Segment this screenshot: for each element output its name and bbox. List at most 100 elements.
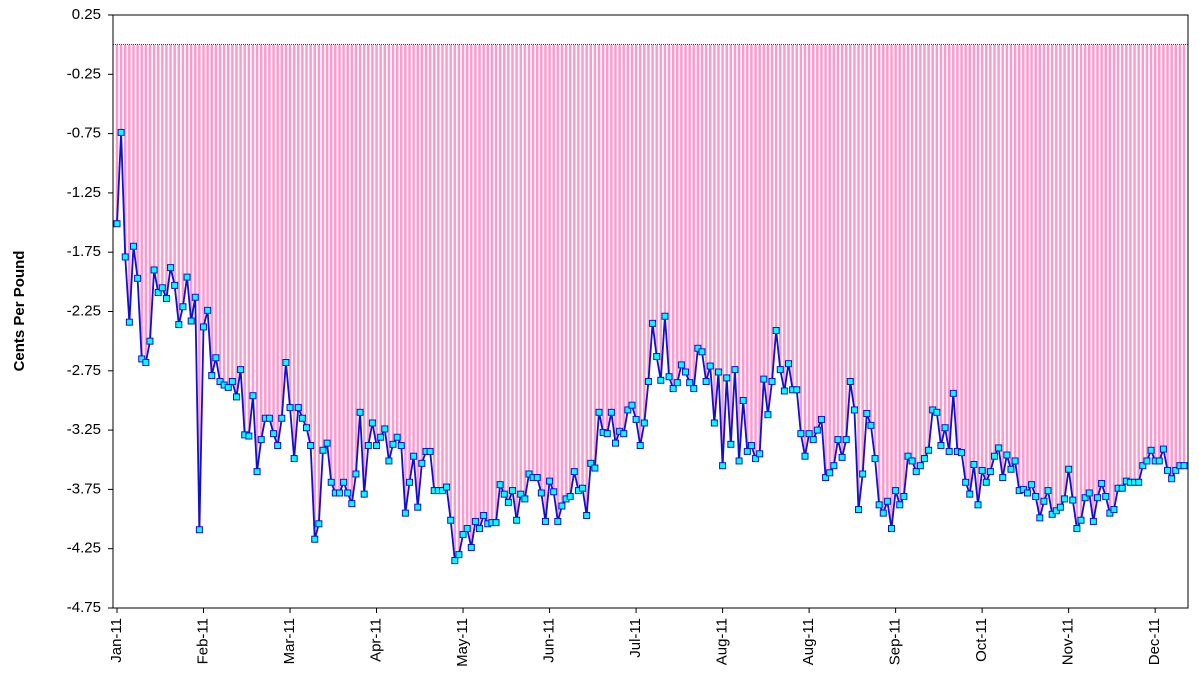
bar xyxy=(634,44,638,420)
marker xyxy=(257,436,265,444)
bar xyxy=(367,44,370,446)
marker xyxy=(504,498,512,506)
y-tick-label: -3.75 xyxy=(67,480,101,497)
marker xyxy=(1180,462,1188,470)
marker xyxy=(644,377,652,385)
marker xyxy=(265,414,273,422)
bar xyxy=(643,44,646,423)
marker xyxy=(714,368,722,376)
marker xyxy=(142,358,150,366)
marker xyxy=(945,447,953,455)
bar xyxy=(235,44,238,397)
bar xyxy=(700,44,704,352)
bar xyxy=(144,44,148,363)
marker xyxy=(620,430,628,438)
bar xyxy=(713,44,716,423)
bar xyxy=(873,44,877,459)
bar xyxy=(231,44,234,382)
marker xyxy=(146,337,154,345)
marker xyxy=(463,525,471,533)
bar xyxy=(1096,44,1099,498)
bar xyxy=(688,44,691,383)
bar xyxy=(1017,44,1021,491)
marker xyxy=(224,383,232,391)
marker xyxy=(500,490,508,498)
bar xyxy=(387,44,391,461)
marker xyxy=(673,379,681,387)
bar xyxy=(824,44,827,478)
marker xyxy=(253,468,261,476)
x-tick-label: Feb-11 xyxy=(194,618,211,664)
marker xyxy=(834,436,842,444)
bar xyxy=(869,44,873,426)
marker xyxy=(846,377,854,385)
marker xyxy=(298,414,306,422)
bar xyxy=(894,44,897,491)
marker xyxy=(414,503,422,511)
marker xyxy=(801,452,809,460)
bar xyxy=(1174,44,1177,471)
marker xyxy=(426,447,434,455)
bar xyxy=(943,44,947,428)
bar xyxy=(165,44,168,299)
bar xyxy=(239,44,242,370)
bar xyxy=(412,44,415,457)
marker xyxy=(550,488,558,496)
y-tick-label: -3.25 xyxy=(67,421,101,438)
marker xyxy=(385,457,393,465)
x-tick-label: Nov-11 xyxy=(1060,618,1077,665)
marker xyxy=(690,385,698,393)
bar xyxy=(474,44,477,522)
y-tick-label: -2.75 xyxy=(67,362,101,379)
bar xyxy=(1182,44,1186,466)
bar xyxy=(857,44,860,510)
marker xyxy=(513,516,521,524)
marker xyxy=(129,242,137,250)
bar xyxy=(255,44,259,472)
bar xyxy=(305,44,308,428)
bar xyxy=(276,44,279,446)
bar xyxy=(490,44,494,523)
bar xyxy=(194,44,197,298)
marker xyxy=(756,450,764,458)
bar xyxy=(1137,44,1140,483)
bar xyxy=(972,44,976,465)
bar xyxy=(618,44,621,432)
x-tick-label: Aug-11 xyxy=(714,618,731,665)
bar xyxy=(161,44,164,288)
marker xyxy=(171,281,179,289)
bar xyxy=(251,44,255,396)
bar xyxy=(593,44,597,469)
bar xyxy=(449,44,452,521)
y-tick-label: -0.75 xyxy=(67,125,101,142)
bar xyxy=(976,44,980,505)
bar xyxy=(910,44,914,461)
bar xyxy=(606,44,609,434)
bar xyxy=(1141,44,1145,466)
x-tick-label: Apr-11 xyxy=(368,618,385,662)
marker xyxy=(1110,506,1118,514)
marker xyxy=(134,274,142,282)
marker xyxy=(228,377,236,385)
bar xyxy=(746,44,749,452)
marker xyxy=(1102,493,1110,501)
bar xyxy=(811,44,815,440)
bar xyxy=(498,44,502,485)
marker xyxy=(817,415,825,423)
bar xyxy=(297,44,300,408)
marker xyxy=(710,419,718,427)
marker xyxy=(632,415,640,423)
marker xyxy=(649,319,657,327)
bar xyxy=(371,44,374,423)
bar xyxy=(218,44,222,382)
bar xyxy=(457,44,461,555)
marker xyxy=(1118,484,1126,492)
bar xyxy=(964,44,967,483)
marker xyxy=(661,312,669,320)
marker xyxy=(447,516,455,524)
marker xyxy=(393,433,401,441)
marker xyxy=(941,424,949,432)
bar xyxy=(189,44,193,321)
marker xyxy=(410,452,418,460)
